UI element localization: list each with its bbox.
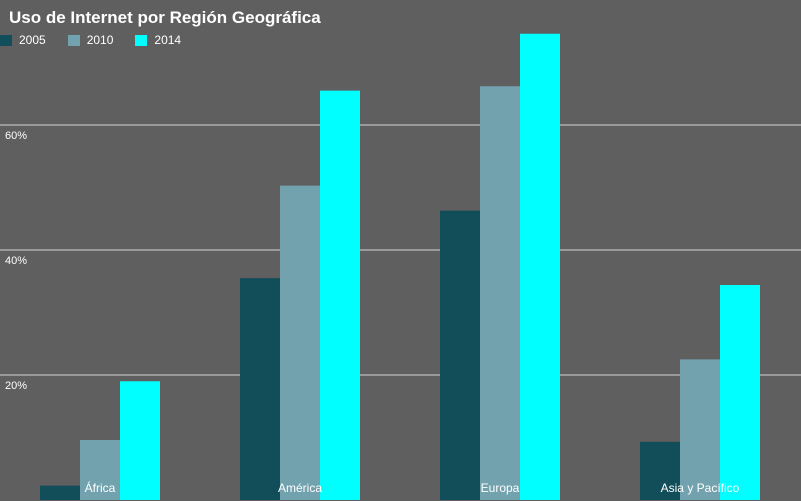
y-tick-label: 20% [5,380,27,392]
bar-2014 [720,285,760,500]
bar-2010 [80,440,120,500]
bar-2014 [120,381,160,500]
category-label: Asia y Pacífico [661,481,740,495]
category-label: Europa [481,481,520,495]
legend-item-2005: 2005 [0,33,46,47]
bar-2005 [40,485,80,500]
x-axis-category-labels: África América Europa Asia y Pacífico [85,480,740,495]
legend-label-2010: 2010 [86,33,114,47]
legend-swatch-2014 [135,34,148,46]
legend-swatch-2010 [67,34,80,46]
bar-2005 [440,210,480,500]
bars [40,33,760,500]
chart-title: Uso de Internet por Región Geográfica [9,8,321,27]
bar-2005 [640,441,680,500]
legend-swatch-2005 [0,34,12,46]
bar-2010 [480,86,520,500]
y-axis-tick-labels: 20% 40% 60% [5,130,27,392]
category-label: África [85,480,116,495]
bar-2005 [240,278,280,500]
y-tick-label: 40% [5,255,27,267]
y-tick-label: 60% [5,130,27,142]
legend: 2005 2010 2014 [0,33,203,47]
legend-label-2014: 2014 [154,33,182,47]
gridlines [0,124,801,376]
bar-2010 [280,185,320,500]
bar-2010 [680,359,720,500]
legend-label-2005: 2005 [19,33,46,47]
bar-2014 [320,90,360,500]
legend-item-2014: 2014 [135,33,181,47]
category-label: América [278,481,322,495]
bar-2014 [520,33,560,500]
legend-item-2010: 2010 [67,33,114,47]
